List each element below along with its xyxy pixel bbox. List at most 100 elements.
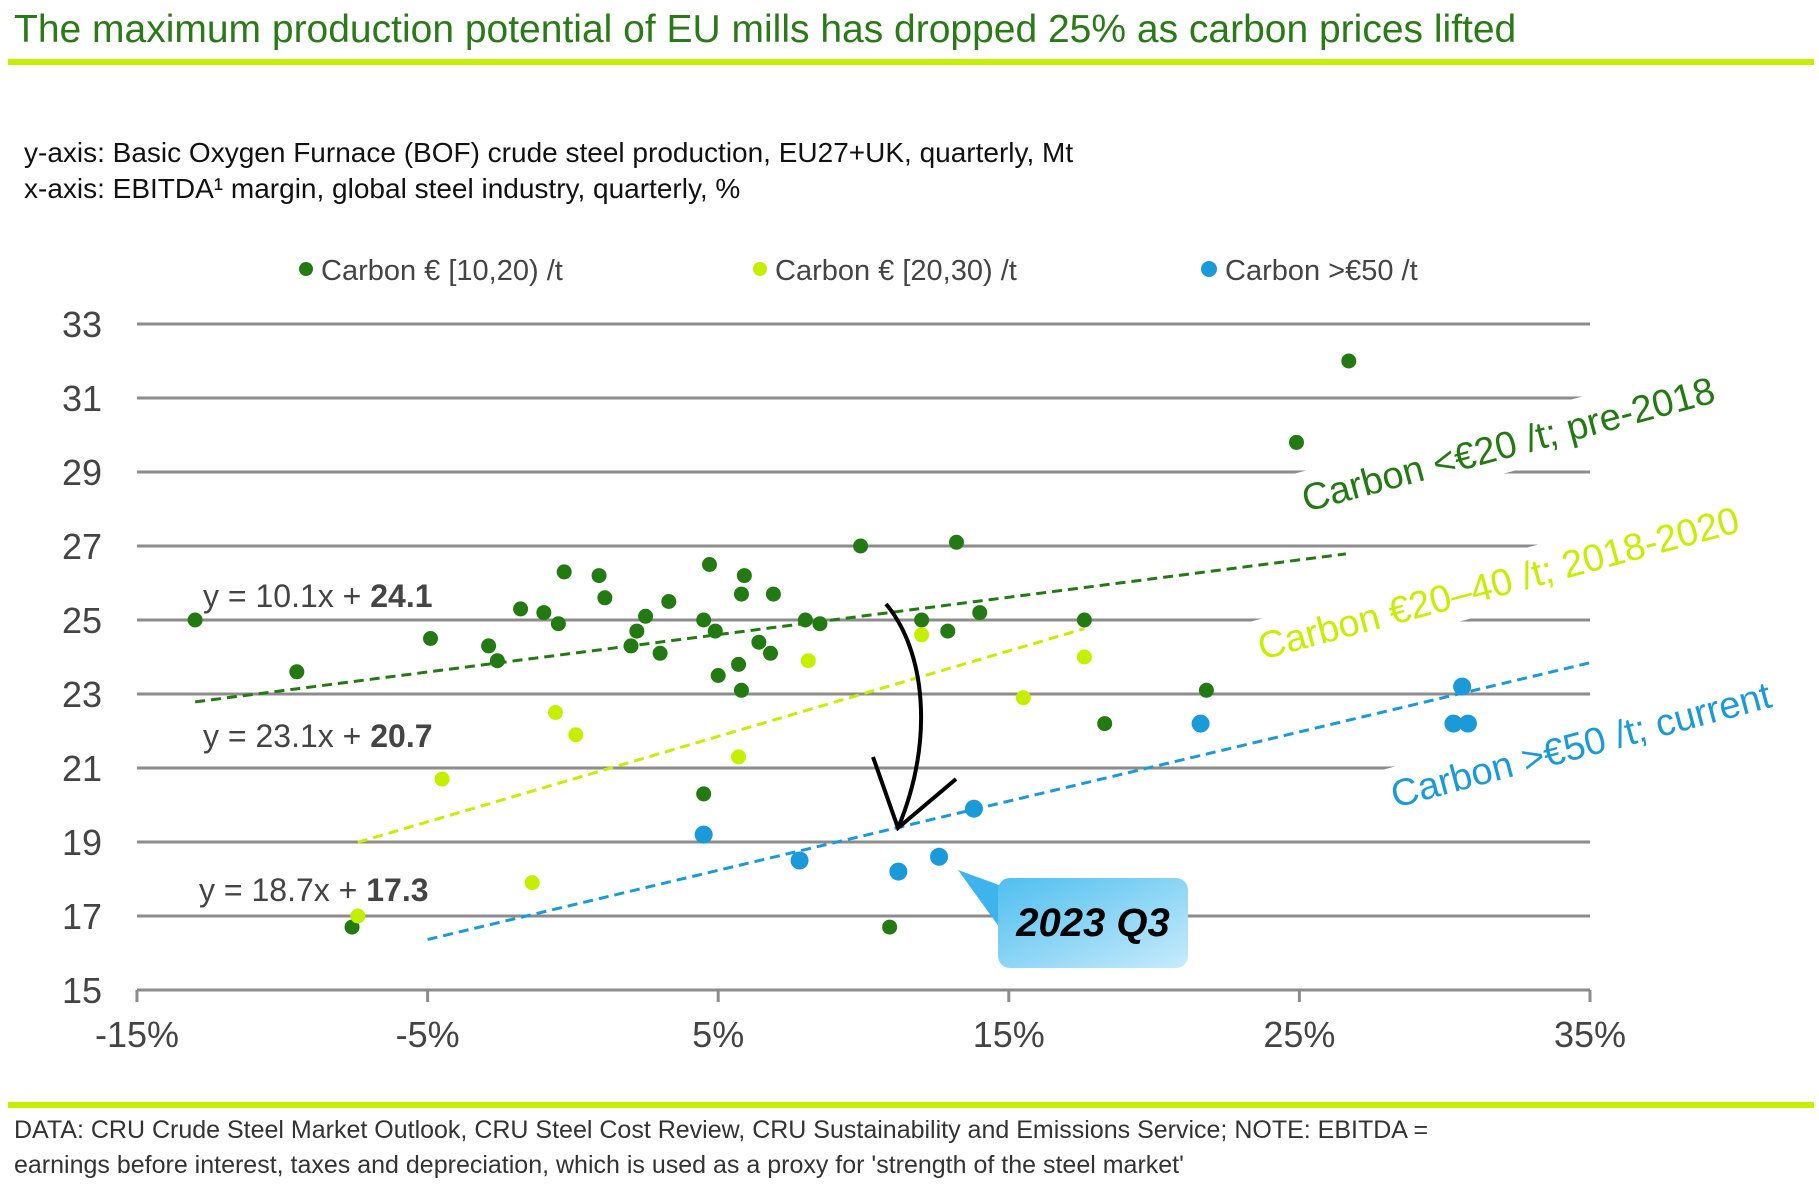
data-point xyxy=(701,557,717,572)
data-point xyxy=(940,623,956,639)
x-tick-label: 35% xyxy=(1554,1014,1626,1055)
data-point xyxy=(597,590,613,606)
data-point xyxy=(423,631,439,646)
data-point xyxy=(882,919,898,935)
data-points xyxy=(187,353,1477,935)
y-tick-label: 29 xyxy=(62,452,102,493)
data-point xyxy=(1341,353,1357,369)
trend-equation-blue: y = 18.7x + 17.3 xyxy=(199,872,429,908)
trend-equation-dark-green: y = 10.1x + 24.1 xyxy=(203,578,433,614)
data-point xyxy=(733,586,749,602)
data-point xyxy=(1191,714,1210,733)
x-tick-label: -15% xyxy=(95,1014,179,1055)
y-tick-label: 21 xyxy=(62,748,102,789)
data-point xyxy=(1444,714,1463,733)
data-point xyxy=(591,568,607,584)
x-tick-label: 5% xyxy=(692,1014,744,1055)
y-tick-label: 15 xyxy=(62,970,102,1011)
data-point xyxy=(1015,690,1031,706)
legend-item-carbon-20-30: Carbon € [20,30) /t xyxy=(753,255,1017,287)
data-point xyxy=(1453,677,1472,696)
trend-lines xyxy=(194,552,1591,941)
x-tick-label: -5% xyxy=(396,1014,460,1055)
data-point xyxy=(652,645,668,661)
data-point xyxy=(550,616,566,632)
data-point xyxy=(790,851,809,870)
data-point xyxy=(638,608,654,624)
data-point xyxy=(481,638,497,654)
y-tick-label: 33 xyxy=(62,304,102,345)
chart-title: The maximum production potential of EU m… xyxy=(14,8,1517,51)
data-point xyxy=(623,638,639,654)
data-point xyxy=(889,862,908,881)
footer-divider xyxy=(8,1102,1814,1108)
data-point xyxy=(547,705,563,720)
gridlines xyxy=(137,322,1590,918)
y-tick-label: 25 xyxy=(62,600,102,641)
data-point xyxy=(1198,682,1214,698)
trend-line xyxy=(194,552,1347,704)
shift-arrow-icon xyxy=(871,602,958,832)
legend-marker xyxy=(1201,261,1217,277)
legend-label: Carbon >€50 /t xyxy=(1225,255,1418,287)
data-point xyxy=(751,634,767,650)
data-point xyxy=(696,612,712,628)
annotation-backdrop xyxy=(1243,478,1799,676)
data-point xyxy=(489,653,505,669)
data-point xyxy=(731,656,747,672)
callout-2023-q3: 2023 Q3 xyxy=(958,870,1188,968)
data-point xyxy=(964,799,983,818)
data-point xyxy=(853,538,869,554)
y-tick-label: 19 xyxy=(62,822,102,863)
data-point xyxy=(1076,612,1092,628)
y-tick-label: 17 xyxy=(62,896,102,937)
x-tick-label: 15% xyxy=(973,1014,1045,1055)
annotation-pre-2018: Carbon <€20 /t; pre-2018 xyxy=(1297,370,1719,521)
data-point xyxy=(187,612,203,628)
y-tick-label: 23 xyxy=(62,674,102,715)
data-point xyxy=(710,668,726,683)
data-point xyxy=(948,534,964,550)
data-point xyxy=(797,612,813,628)
data-point xyxy=(434,771,450,787)
legend-marker xyxy=(753,262,767,276)
annotation-backdrop xyxy=(1376,657,1816,824)
y-axis: 15 17 19 21 23 25 27 29 31 33 xyxy=(62,304,102,1011)
data-point xyxy=(536,605,552,621)
annotation-2018-2020: Carbon €20–40 /t; 2018-2020 xyxy=(1253,500,1743,669)
y-axis-note: y-axis: Basic Oxygen Furnace (BOF) crude… xyxy=(24,137,1074,168)
legend-label: Carbon € [20,30) /t xyxy=(775,255,1017,287)
data-point xyxy=(763,645,779,661)
data-point xyxy=(914,612,930,628)
data-point xyxy=(696,786,712,802)
data-point xyxy=(1076,649,1092,665)
legend-item-carbon-10-20: Carbon € [10,20) /t xyxy=(299,255,563,287)
data-point xyxy=(1288,434,1304,450)
data-point xyxy=(556,564,572,580)
data-point xyxy=(344,919,360,935)
data-point xyxy=(629,623,645,639)
data-point xyxy=(731,749,747,765)
annotation-backdrop xyxy=(1287,353,1756,528)
data-point xyxy=(733,682,749,698)
data-point xyxy=(800,653,816,669)
legend-label: Carbon € [10,20) /t xyxy=(321,255,563,287)
x-tick-label: 25% xyxy=(1263,1014,1335,1055)
data-point xyxy=(694,825,713,844)
y-tick-label: 31 xyxy=(62,378,102,419)
data-point xyxy=(765,586,781,602)
x-axis: -15% -5% 5% 15% 25% 35% xyxy=(95,988,1626,1055)
data-point xyxy=(289,664,305,680)
legend-item-carbon-50: Carbon >€50 /t xyxy=(1201,255,1418,287)
data-point xyxy=(812,616,828,632)
footer-source-line-1: DATA: CRU Crude Steel Market Outlook, CR… xyxy=(14,1116,1429,1144)
footer-source-line-2: earnings before interest, taxes and depr… xyxy=(14,1151,1184,1179)
data-point xyxy=(524,875,540,891)
data-point xyxy=(661,594,677,609)
data-point xyxy=(914,627,930,643)
data-point xyxy=(1097,716,1113,732)
data-point xyxy=(972,605,988,621)
data-point xyxy=(736,568,752,584)
data-point xyxy=(930,847,949,866)
